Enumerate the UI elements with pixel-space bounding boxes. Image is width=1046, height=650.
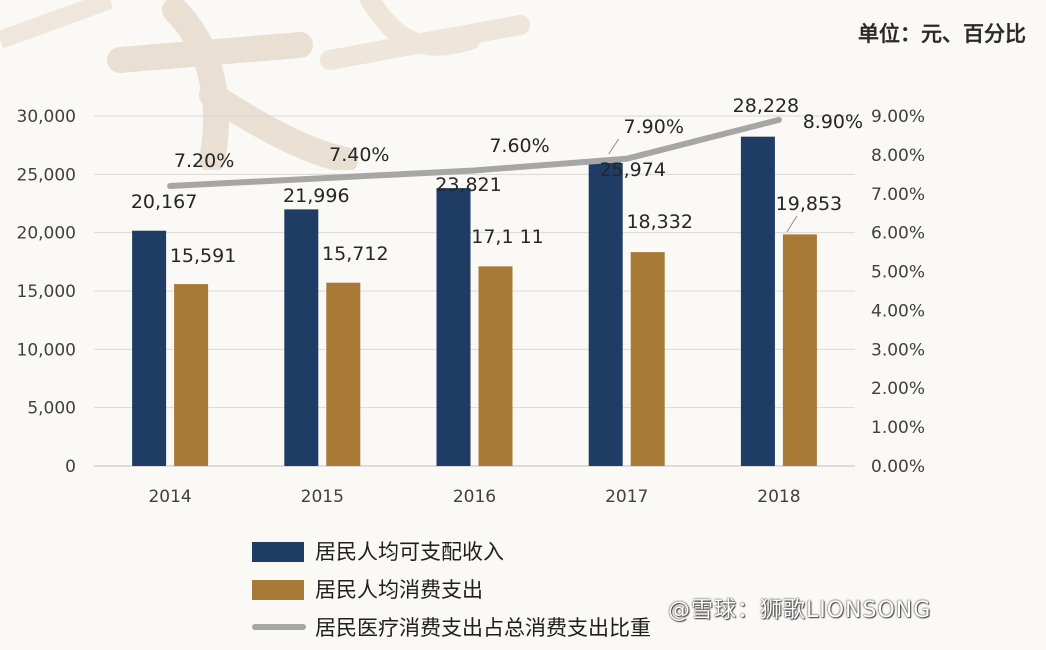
bar-income (284, 209, 319, 466)
y-right-tick-label: 8.00% (871, 146, 925, 166)
y-right-tick-label: 2.00% (871, 379, 925, 399)
y-left-tick-label: 0 (65, 457, 76, 477)
unit-label: 单位：元、百分比 (858, 22, 1026, 46)
data-label-ratio: 7.40% (329, 144, 389, 166)
bar-spending (174, 284, 209, 466)
data-label-ratio: 8.90% (803, 111, 863, 133)
bar-income (436, 188, 471, 467)
bar-income (588, 162, 623, 466)
data-label-spending: 15,712 (322, 243, 388, 265)
y-right-tick-label: 0.00% (871, 457, 925, 477)
y-right-tick-label: 6.00% (871, 224, 925, 244)
x-axis: 2014 2015 2016 2017 2018 (148, 487, 800, 507)
x-tick-label: 2016 (453, 487, 496, 507)
data-label-spending: 15,591 (170, 245, 236, 267)
leader-line (608, 138, 620, 155)
y-left-tick-label: 5,000 (27, 399, 76, 419)
data-label-spending: 19,853 (776, 193, 842, 215)
legend-swatch-income (252, 542, 304, 562)
data-label-income: 20,167 (131, 191, 197, 213)
y-right-tick-label: 7.00% (871, 185, 925, 205)
gridlines (94, 115, 855, 467)
bar-income (132, 230, 167, 466)
bar-spending (326, 282, 361, 466)
x-tick-label: 2018 (757, 487, 800, 507)
leader-line (786, 215, 798, 233)
x-tick-label: 2015 (301, 487, 344, 507)
y-right-tick-label: 9.00% (871, 107, 925, 127)
data-label-income: 25,974 (599, 159, 665, 181)
y-left-tick-label: 30,000 (17, 107, 76, 127)
legend-label-ratio: 居民医疗消费支出占总消费支出比重 (315, 616, 651, 640)
data-label-income: 23,821 (435, 174, 501, 196)
x-tick-label: 2014 (148, 487, 191, 507)
bar-spending (478, 266, 513, 466)
bars (132, 136, 817, 467)
y-left-tick-label: 10,000 (17, 340, 76, 360)
data-labels: 20,167 15,591 7.20% 21,996 15,712 7.40% 23,821… (131, 95, 863, 267)
data-label-ratio: 7.60% (489, 135, 549, 157)
y-left-tick-label: 25,000 (17, 165, 76, 185)
y-right-tick-label: 3.00% (871, 340, 925, 360)
ratio-line (167, 116, 782, 189)
legend-label-income: 居民人均可支配收入 (315, 540, 504, 564)
ratio-line-series (167, 116, 782, 189)
y-right-tick-label: 4.00% (871, 301, 925, 321)
data-label-ratio: 7.90% (624, 116, 684, 138)
y-left-tick-label: 20,000 (17, 224, 76, 244)
data-label-ratio: 7.20% (174, 150, 234, 172)
legend-label-spending: 居民人均消费支出 (315, 578, 483, 602)
bar-income (740, 136, 775, 466)
y-right-tick-label: 5.00% (871, 263, 925, 283)
data-label-income: 21,996 (283, 185, 349, 207)
bar-spending (630, 252, 665, 466)
bar-spending (782, 234, 817, 466)
legend-swatch-spending (252, 580, 304, 600)
y-axis-left: 0 5,000 10,000 15,000 20,000 25,000 30,000 (17, 107, 76, 477)
leader-lines (608, 138, 798, 233)
data-label-income: 28,228 (733, 95, 799, 117)
data-label-spending: 18,332 (626, 211, 692, 233)
y-axis-right: 0.00% 1.00% 2.00% 3.00% 4.00% 5.00% 6.00% 7.00%… (871, 107, 925, 477)
legend-swatch-ratio (252, 624, 306, 630)
y-left-tick-label: 15,000 (17, 282, 76, 302)
data-label-spending: 17,1 11 (471, 226, 544, 248)
watermark-credit: @雪球：狮歌LIONSONG (668, 598, 932, 623)
y-right-tick-label: 1.00% (871, 418, 925, 438)
x-tick-label: 2017 (605, 487, 648, 507)
